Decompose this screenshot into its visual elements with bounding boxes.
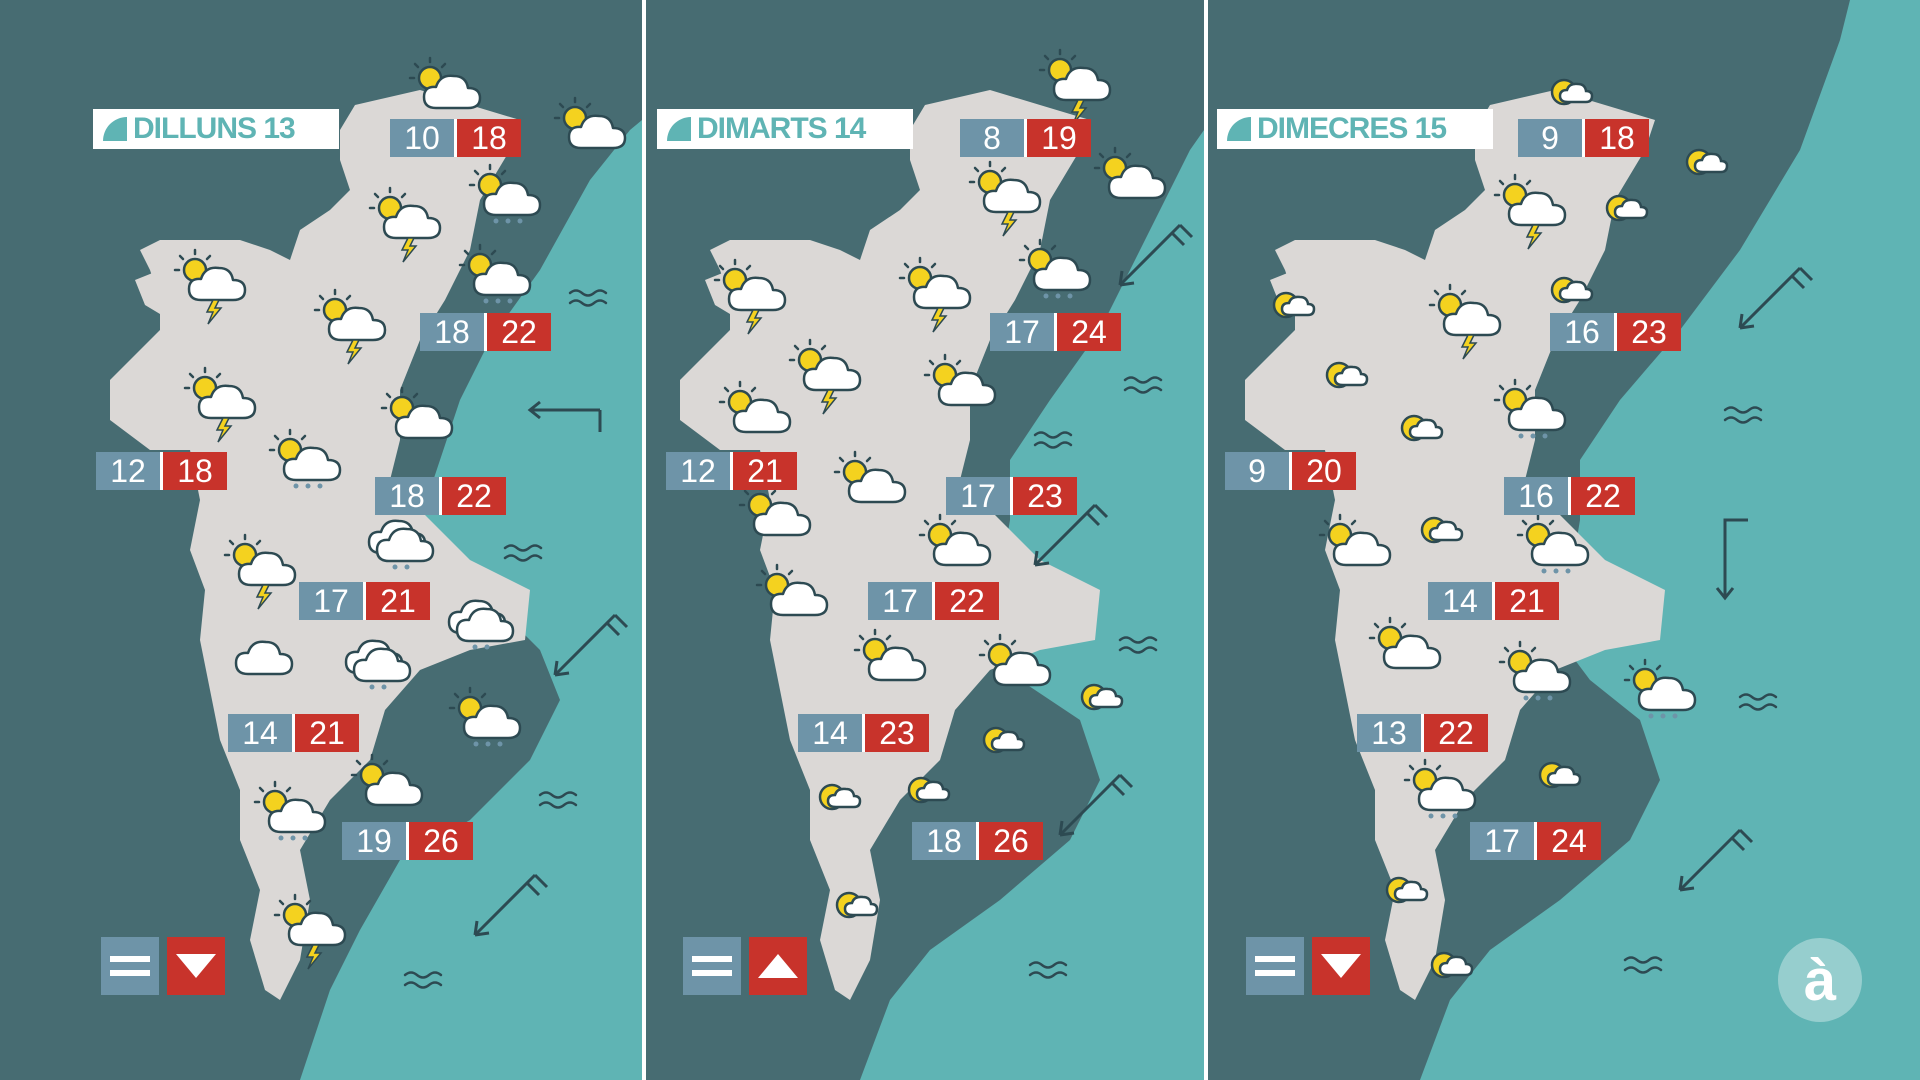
temp-pair: 9 18 — [1518, 119, 1649, 157]
max-temp: 22 — [484, 313, 551, 351]
temp-pair: 8 19 — [960, 119, 1091, 157]
temp-pair: 17 21 — [299, 582, 430, 620]
temp-pair: 12 21 — [666, 452, 797, 490]
temp-pair: 14 21 — [1428, 582, 1559, 620]
temp-pair: 9 20 — [1225, 452, 1356, 490]
temp-pair: 18 26 — [912, 822, 1043, 860]
day-label: DIMECRES 15 — [1217, 109, 1493, 149]
min-temp: 16 — [1550, 313, 1614, 351]
max-temp: 22 — [439, 477, 506, 515]
min-temp: 9 — [1225, 452, 1289, 490]
temp-pair: 19 26 — [342, 822, 473, 860]
temp-pair: 17 24 — [1470, 822, 1601, 860]
min-temp: 19 — [342, 822, 406, 860]
trend-down-icon — [1312, 937, 1370, 995]
max-temp: 19 — [1024, 119, 1091, 157]
max-temp: 21 — [730, 452, 797, 490]
min-temp: 17 — [990, 313, 1054, 351]
trend-indicators — [683, 937, 807, 995]
temp-pair: 14 23 — [798, 714, 929, 752]
temp-pair: 18 22 — [375, 477, 506, 515]
min-temp: 18 — [375, 477, 439, 515]
min-temp: 12 — [666, 452, 730, 490]
trend-indicators — [101, 937, 225, 995]
min-temp: 9 — [1518, 119, 1582, 157]
min-temp: 14 — [228, 714, 292, 752]
temp-pair: 17 24 — [990, 313, 1121, 351]
divider — [1204, 0, 1208, 1080]
max-temp: 26 — [406, 822, 473, 860]
temp-pair: 17 23 — [946, 477, 1077, 515]
day-label: DIMARTS 14 — [657, 109, 913, 149]
max-temp: 23 — [1010, 477, 1077, 515]
min-temp: 10 — [390, 119, 454, 157]
temp-pair: 10 18 — [390, 119, 521, 157]
panel-1-weather-icons — [175, 58, 629, 989]
temp-pair: 17 22 — [868, 582, 999, 620]
brand-leaf-icon — [103, 117, 127, 141]
panel-3-weather-icons — [1272, 78, 1814, 979]
max-temp: 21 — [1492, 582, 1559, 620]
min-temp: 8 — [960, 119, 1024, 157]
equal-icon — [683, 937, 741, 995]
temp-pair: 16 22 — [1504, 477, 1635, 515]
max-temp: 23 — [1614, 313, 1681, 351]
max-temp: 21 — [292, 714, 359, 752]
brand-leaf-icon — [667, 117, 691, 141]
panel-1 — [0, 0, 642, 1080]
max-temp: 26 — [976, 822, 1043, 860]
min-temp: 17 — [946, 477, 1010, 515]
day-label-text: DILLUNS 13 — [133, 112, 296, 145]
temp-pair: 12 18 — [96, 452, 227, 490]
max-temp: 22 — [1421, 714, 1488, 752]
max-temp: 20 — [1289, 452, 1356, 490]
max-temp: 18 — [454, 119, 521, 157]
min-temp: 17 — [868, 582, 932, 620]
min-temp: 16 — [1504, 477, 1568, 515]
max-temp: 22 — [932, 582, 999, 620]
min-temp: 14 — [798, 714, 862, 752]
min-temp: 17 — [1470, 822, 1534, 860]
temp-pair: 16 23 — [1550, 313, 1681, 351]
min-temp: 18 — [912, 822, 976, 860]
min-temp: 14 — [1428, 582, 1492, 620]
max-temp: 24 — [1534, 822, 1601, 860]
divider — [642, 0, 646, 1080]
trend-up-icon — [749, 937, 807, 995]
brand-leaf-icon — [1227, 117, 1251, 141]
temp-pair: 14 21 — [228, 714, 359, 752]
max-temp: 22 — [1568, 477, 1635, 515]
trend-down-icon — [167, 937, 225, 995]
day-label-text: DIMARTS 14 — [697, 112, 866, 145]
day-label-text: DIMECRES 15 — [1257, 112, 1447, 145]
trend-indicators — [1246, 937, 1370, 995]
equal-icon — [1246, 937, 1304, 995]
equal-icon — [101, 937, 159, 995]
min-temp: 18 — [420, 313, 484, 351]
day-label: DILLUNS 13 — [93, 109, 339, 149]
max-temp: 18 — [1582, 119, 1649, 157]
min-temp: 12 — [96, 452, 160, 490]
temp-pair: 13 22 — [1357, 714, 1488, 752]
min-temp: 17 — [299, 582, 363, 620]
min-temp: 13 — [1357, 714, 1421, 752]
max-temp: 24 — [1054, 313, 1121, 351]
max-temp: 23 — [862, 714, 929, 752]
temp-pair: 18 22 — [420, 313, 551, 351]
channel-logo: à — [1778, 938, 1862, 1022]
max-temp: 21 — [363, 582, 430, 620]
max-temp: 18 — [160, 452, 227, 490]
